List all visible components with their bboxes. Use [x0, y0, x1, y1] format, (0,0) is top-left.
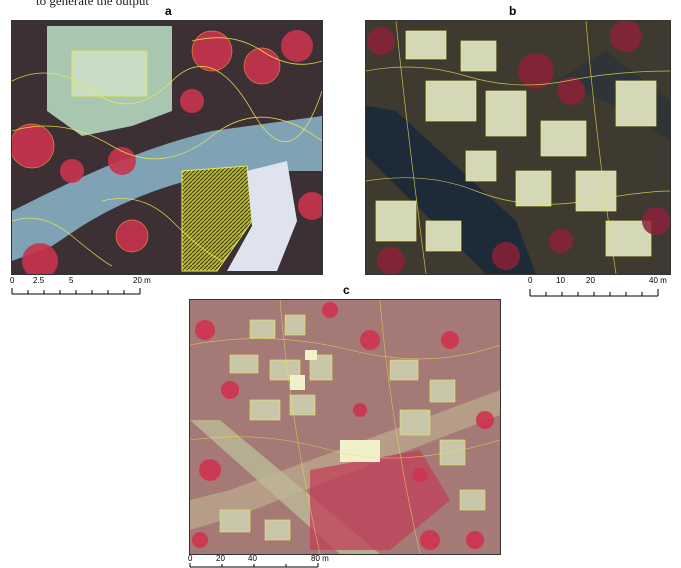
scale-tick-label: 0 — [528, 276, 533, 285]
scale-tick-label: 40 — [248, 554, 257, 563]
panel-label-c: c — [343, 283, 350, 297]
scale-tick-label: 20 — [586, 276, 595, 285]
scale-tick-label: 0 — [10, 276, 15, 285]
panel-label-b: b — [509, 4, 517, 18]
scale-bar-b: 0 10 20 40 m — [528, 276, 667, 297]
scale-tick-label: 40 m — [649, 276, 667, 285]
scale-bar-a: 0 2.5 5 20 m — [10, 276, 151, 295]
scale-tick-label: 2.5 — [33, 276, 45, 285]
scale-tick-label: 5 — [69, 276, 74, 285]
scale-tick-label: 10 — [556, 276, 565, 285]
satellite-image-a — [11, 20, 323, 275]
scale-tick-label: 80 m — [311, 554, 329, 563]
scale-tick-label: 0 — [188, 554, 193, 563]
scale-bar-c: 0 20 40 80 m — [188, 554, 329, 568]
satellite-image-c — [189, 299, 501, 555]
satellite-image-b — [365, 20, 671, 275]
panel-label-a: a — [165, 4, 172, 18]
scale-tick-label: 20 — [216, 554, 225, 563]
scale-tick-label: 20 m — [133, 276, 151, 285]
caption-fragment: to generate the output — [36, 0, 149, 8]
